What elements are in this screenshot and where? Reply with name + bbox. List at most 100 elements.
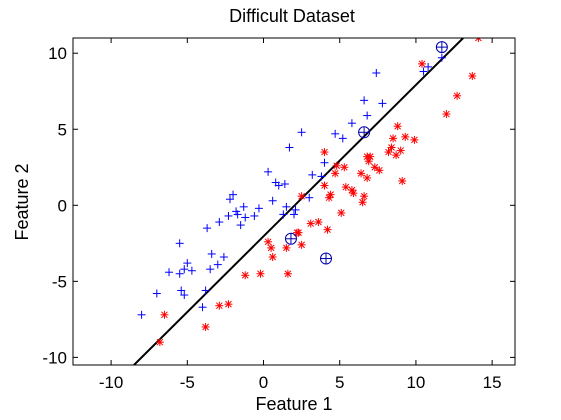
class1-plus-marker bbox=[225, 195, 234, 204]
class1-plus-marker bbox=[215, 218, 224, 227]
class2-asterisk-marker bbox=[442, 110, 451, 119]
class2-asterisk-marker bbox=[294, 228, 303, 237]
class2-asterisk-marker bbox=[410, 135, 419, 144]
x-tick-label: -5 bbox=[180, 373, 195, 392]
x-tick-label: 10 bbox=[406, 373, 425, 392]
class2-asterisk-marker bbox=[332, 161, 341, 170]
axis-ticks: -10 -5 0 5 10 15 -10 -5 0 5 10 bbox=[42, 38, 515, 392]
class2-asterisk-marker bbox=[320, 148, 329, 157]
class2-asterisk-marker bbox=[215, 301, 224, 310]
y-tick-label: 5 bbox=[58, 120, 67, 139]
x-axis-label: Feature 1 bbox=[255, 394, 332, 414]
class1-plus-marker bbox=[317, 172, 326, 181]
y-tick-label: -5 bbox=[52, 272, 67, 291]
class2-asterisk-marker bbox=[358, 198, 367, 207]
class2-asterisk-marker bbox=[241, 271, 250, 280]
decision-boundary-line bbox=[133, 38, 464, 365]
class1-plus-marker bbox=[233, 210, 242, 219]
class1-plus-marker bbox=[363, 111, 372, 120]
class1-plus-marker bbox=[219, 253, 228, 262]
axes-frame bbox=[72, 37, 516, 366]
class2-asterisk-marker bbox=[323, 225, 332, 234]
class2-asterisk-marker bbox=[370, 163, 379, 172]
class2-asterisk-marker bbox=[418, 59, 427, 68]
class1-plus-marker bbox=[305, 193, 314, 202]
support-vector-marker bbox=[358, 126, 371, 139]
class1-plus-marker bbox=[175, 269, 184, 278]
class1-plus-marker bbox=[165, 268, 174, 277]
class2-asterisk-marker bbox=[314, 218, 323, 227]
class1-plus-marker bbox=[285, 143, 294, 152]
class2-asterisk-marker bbox=[384, 148, 393, 157]
class2-asterisk-marker bbox=[264, 237, 273, 246]
class1-plus-marker bbox=[137, 310, 146, 319]
class1-plus-marker bbox=[378, 99, 387, 108]
class2-asterisk-marker bbox=[297, 192, 306, 201]
class1-plus-marker bbox=[331, 129, 340, 138]
class1-plus-marker bbox=[203, 224, 212, 233]
class1-plus-marker bbox=[280, 180, 289, 189]
class2-asterisk-marker bbox=[256, 269, 265, 278]
class1-plus-marker bbox=[187, 266, 196, 275]
y-axis-label: Feature 2 bbox=[12, 163, 32, 240]
class1-plus-marker bbox=[291, 205, 300, 214]
class2-asterisk-marker bbox=[474, 38, 483, 42]
class2-asterisk-marker bbox=[341, 183, 350, 192]
class1-plus-marker bbox=[274, 181, 283, 190]
class2-asterisk-marker bbox=[396, 146, 405, 155]
class1-plus-marker bbox=[320, 158, 329, 167]
x-tick-label: 5 bbox=[335, 373, 344, 392]
x-tick-label: 15 bbox=[483, 373, 502, 392]
class1-plus-marker bbox=[268, 196, 277, 205]
class1-plus-marker bbox=[297, 128, 306, 137]
class2-asterisk-marker bbox=[363, 173, 372, 182]
class1-plus-marker bbox=[290, 210, 298, 219]
chart-title: Difficult Dataset bbox=[229, 6, 355, 26]
class2-asterisk-marker bbox=[387, 143, 396, 152]
class2-asterisk-marker bbox=[267, 243, 276, 252]
support-vector-marker bbox=[284, 232, 297, 245]
class1-plus-marker bbox=[180, 291, 189, 300]
class1-plus-marker bbox=[308, 170, 317, 179]
class1-plus-marker bbox=[254, 204, 263, 213]
class2-asterisk-marker bbox=[398, 176, 407, 185]
y-tick-label: 0 bbox=[58, 196, 67, 215]
support-vector-marker bbox=[320, 252, 333, 265]
class1-plus-marker bbox=[372, 68, 381, 77]
class2-asterisk-marker bbox=[283, 269, 292, 278]
class2-asterisk-marker bbox=[340, 163, 349, 172]
class1-plus-marker bbox=[198, 303, 207, 312]
class2-asterisk-marker bbox=[357, 169, 366, 178]
class1-plus-marker bbox=[264, 167, 273, 176]
class1-plus-marker bbox=[152, 289, 161, 298]
class2-asterisk-marker bbox=[306, 219, 315, 228]
class2-asterisk-marker bbox=[331, 169, 340, 178]
class1-plus-marker bbox=[250, 211, 259, 220]
class2-asterisk-marker bbox=[160, 310, 169, 319]
class2-asterisk-marker bbox=[268, 253, 277, 262]
class2-asterisk-marker bbox=[297, 240, 306, 249]
class1-plus-marker bbox=[236, 221, 245, 230]
y-tick-label: 10 bbox=[48, 44, 67, 63]
plot-area bbox=[133, 38, 483, 365]
class1-plus-marker bbox=[177, 286, 186, 295]
class1-plus-marker bbox=[347, 119, 356, 128]
class1-plus-marker bbox=[282, 202, 291, 211]
class2-asterisk-marker bbox=[349, 189, 358, 198]
class1-plus-marker bbox=[183, 259, 192, 268]
class1-plus-marker bbox=[213, 260, 222, 269]
y-tick-label: -10 bbox=[42, 348, 67, 367]
class1-plus-marker bbox=[229, 190, 238, 199]
class1-plus-marker bbox=[437, 53, 446, 62]
class2-asterisk-marker bbox=[375, 166, 384, 175]
class2-asterisk-marker bbox=[320, 181, 329, 190]
class2-asterisk-marker bbox=[224, 300, 233, 309]
class1-plus-marker bbox=[207, 249, 216, 258]
class1-plus-marker bbox=[180, 265, 189, 274]
class1-plus-marker bbox=[424, 62, 433, 71]
x-tick-label: -10 bbox=[99, 373, 124, 392]
class2-asterisk-marker bbox=[337, 208, 346, 217]
class2-asterisk-marker bbox=[366, 152, 375, 161]
